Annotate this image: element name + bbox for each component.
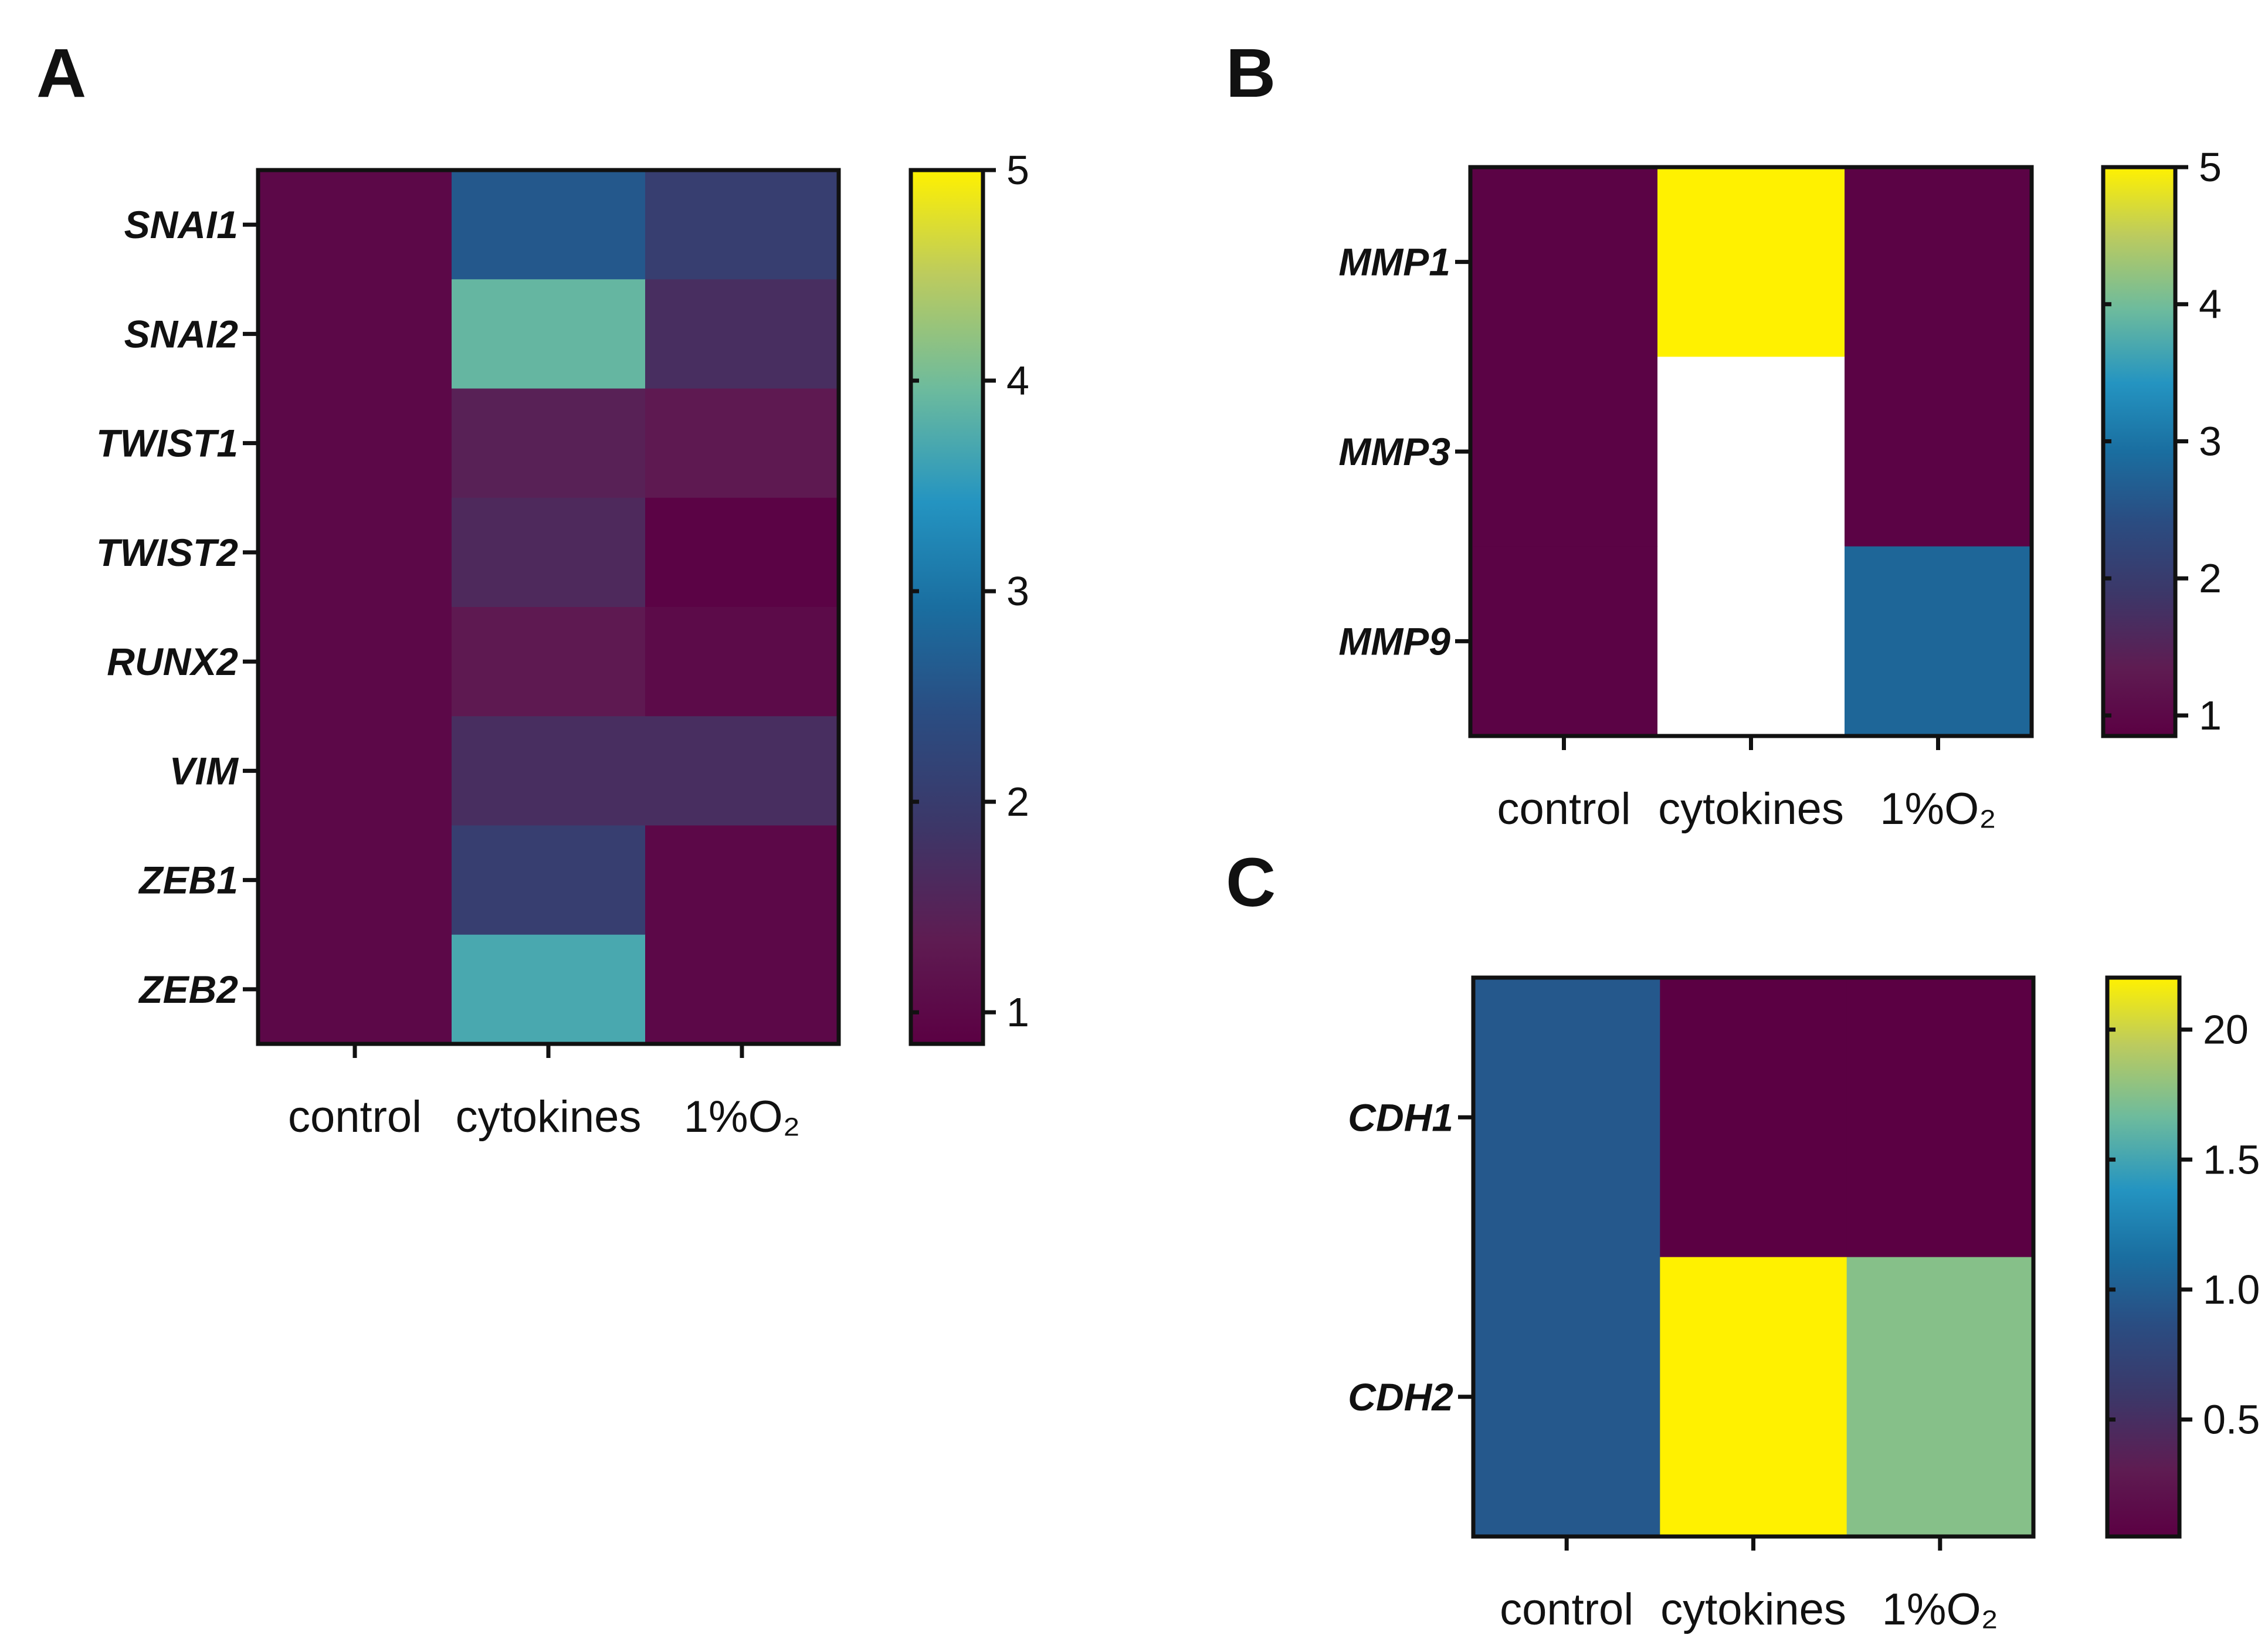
row-label-runx2: RUNX2 xyxy=(107,640,238,683)
row-label-snai2: SNAI2 xyxy=(124,312,239,355)
colorbar-label-b-2: 3 xyxy=(2199,418,2222,464)
heatmap-cells-c xyxy=(1473,978,2034,1537)
heatmap-cell-a-snai1-0 xyxy=(258,170,452,280)
col-label-a-2: 1%O₂ xyxy=(684,1092,800,1142)
heatmap-panel-b: B MMP1 MMP3 MMP9 control cytokines 1%O₂ 1 2 3 4 5 xyxy=(1226,35,2222,834)
colorbar-label-c-1: 1.0 xyxy=(2203,1267,2260,1312)
row-label-cdh2: CDH2 xyxy=(1348,1375,1453,1419)
panel-letter-c: C xyxy=(1226,844,1276,921)
heatmap-cell-a-twist1-2 xyxy=(645,388,839,498)
colorbar-label-b-1: 2 xyxy=(2199,555,2222,601)
colorbar-c xyxy=(2107,978,2179,1537)
heatmap-cell-b-mmp9-1 xyxy=(1657,546,1845,737)
colorbar-frame-a xyxy=(908,168,985,1046)
heatmap-cell-b-mmp9-0 xyxy=(1470,546,1658,737)
col-label-c-0: control xyxy=(1500,1585,1633,1634)
colorbar-label-c-2: 1.5 xyxy=(2203,1137,2260,1182)
colorbar-label-a-2: 3 xyxy=(1006,568,1029,614)
heatmap-cell-c-cdh2-1 xyxy=(1660,1257,1847,1537)
heatmap-cell-b-mmp1-2 xyxy=(1845,167,2032,357)
heatmap-cell-b-mmp1-1 xyxy=(1657,167,1845,357)
heatmap-cell-a-snai1-1 xyxy=(452,170,646,280)
row-label-mmp1: MMP1 xyxy=(1338,240,1450,284)
colorbar-label-c-0: 0.5 xyxy=(2203,1397,2260,1443)
row-label-cdh1: CDH1 xyxy=(1348,1095,1453,1139)
heatmap-cell-c-cdh1-1 xyxy=(1660,978,1847,1258)
colorbar-label-a-3: 4 xyxy=(1006,358,1029,403)
colorbar-label-a-0: 1 xyxy=(1006,989,1029,1035)
colorbar-label-b-4: 5 xyxy=(2199,144,2222,190)
colorbar-label-b-3: 4 xyxy=(2199,281,2222,327)
heatmap-cell-a-snai2-2 xyxy=(645,279,839,389)
heatmap-cell-a-vim-1 xyxy=(452,716,646,826)
heatmap-cell-a-twist2-2 xyxy=(645,497,839,608)
colorbar-frame-c xyxy=(2105,975,2182,1539)
row-label-zeb2: ZEB2 xyxy=(138,968,238,1011)
colorbar-a xyxy=(911,170,983,1044)
heatmap-cell-a-snai2-1 xyxy=(452,279,646,389)
colorbar-label-a-1: 2 xyxy=(1006,779,1029,825)
colorbar-b xyxy=(2103,167,2175,736)
row-label-zeb1: ZEB1 xyxy=(138,859,238,902)
heatmap-cell-a-zeb1-2 xyxy=(645,825,839,935)
row-label-twist1: TWIST1 xyxy=(96,422,238,465)
heatmap-cells-b xyxy=(1470,167,2032,737)
heatmap-cell-a-twist2-1 xyxy=(452,497,646,608)
heatmap-cell-c-cdh1-2 xyxy=(1846,978,2034,1258)
heatmap-panel-c: C CDH1 CDH2 control cytokines 1%O₂ 0.5 1.0 1.5 20 xyxy=(1226,844,2260,1634)
heatmap-cell-c-cdh2-0 xyxy=(1473,1257,1660,1537)
col-label-c-2: 1%O₂ xyxy=(1882,1585,1998,1634)
heatmap-cell-a-twist2-0 xyxy=(258,497,452,608)
heatmap-cell-b-mmp3-2 xyxy=(1845,357,2032,547)
panel-letter-a: A xyxy=(36,35,86,112)
heatmap-cell-a-twist1-0 xyxy=(258,388,452,498)
heatmap-cell-c-cdh1-0 xyxy=(1473,978,1660,1258)
heatmap-cell-a-vim-0 xyxy=(258,716,452,826)
heatmap-cell-b-mmp3-0 xyxy=(1470,357,1658,547)
heatmap-cell-b-mmp1-0 xyxy=(1470,167,1658,357)
panel-letter-b: B xyxy=(1226,35,1276,112)
row-label-snai1: SNAI1 xyxy=(124,203,238,246)
heatmap-cell-a-zeb2-2 xyxy=(645,934,839,1044)
col-label-a-0: control xyxy=(288,1092,422,1142)
heatmap-cell-b-mmp3-1 xyxy=(1657,357,1845,547)
row-label-vim: VIM xyxy=(169,749,239,792)
col-label-b-2: 1%O₂ xyxy=(1880,784,1996,834)
colorbar-frame-b xyxy=(2101,165,2178,738)
row-label-mmp3: MMP3 xyxy=(1338,430,1450,473)
heatmap-cell-a-zeb1-0 xyxy=(258,825,452,935)
heatmap-cell-b-mmp9-2 xyxy=(1845,546,2032,737)
heatmap-cell-a-snai2-0 xyxy=(258,279,452,389)
heatmap-cell-a-runx2-0 xyxy=(258,607,452,717)
colorbar-label-b-0: 1 xyxy=(2199,693,2222,738)
heatmap-cell-a-runx2-2 xyxy=(645,607,839,717)
heatmap-panel-a: A SNAI1 SNAI2 TWIST1 TWIST2 RUNX2 VIM ZEB1 ZEB2 c… xyxy=(36,35,1029,1142)
col-label-c-1: cytokines xyxy=(1660,1585,1846,1634)
heatmap-cell-a-zeb1-1 xyxy=(452,825,646,935)
row-label-twist2: TWIST2 xyxy=(96,531,238,574)
col-label-a-1: cytokines xyxy=(456,1092,642,1142)
row-label-mmp9: MMP9 xyxy=(1338,619,1450,663)
heatmap-cell-a-snai1-2 xyxy=(645,170,839,280)
col-label-b-1: cytokines xyxy=(1658,784,1844,834)
colorbar-label-c-3: 20 xyxy=(2203,1007,2249,1053)
heatmap-cell-a-vim-2 xyxy=(645,716,839,826)
heatmap-cell-c-cdh2-2 xyxy=(1846,1257,2034,1537)
heatmap-cells-a xyxy=(258,170,839,1044)
heatmap-cell-a-runx2-1 xyxy=(452,607,646,717)
col-label-b-0: control xyxy=(1497,784,1630,834)
colorbar-label-a-4: 5 xyxy=(1006,147,1029,193)
heatmap-cell-a-zeb2-0 xyxy=(258,934,452,1044)
heatmap-cell-a-twist1-1 xyxy=(452,388,646,498)
heatmap-cell-a-zeb2-1 xyxy=(452,934,646,1044)
